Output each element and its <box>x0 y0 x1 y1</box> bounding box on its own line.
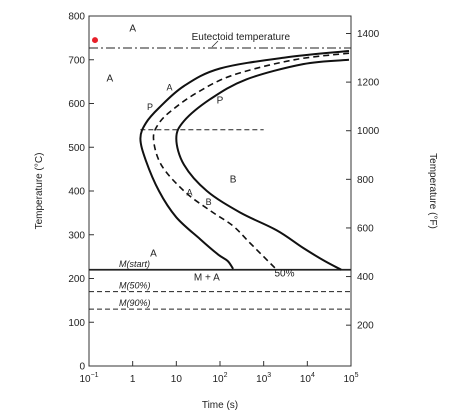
y-tick-label: 600 <box>68 99 85 110</box>
x-tick-exponent: 2 <box>224 372 228 379</box>
y-tick-label: 100 <box>68 318 85 329</box>
y-axis: 0 100 200 300 400 500 600 700 800 <box>68 12 94 373</box>
x-tick-base: 10 <box>79 374 91 385</box>
x-axis: 10−1 1 10 102 103 104 105 <box>79 361 359 385</box>
y-tick-label: 700 <box>68 55 85 66</box>
y-axis-title-right: Temperature (°F) <box>427 153 438 229</box>
annotation-label: M + A <box>194 273 220 284</box>
x-axis-title: Time (s) <box>202 400 238 411</box>
x-tick-label: 103 <box>256 372 271 385</box>
curve-50pct <box>152 52 350 271</box>
horizontal-lines: M(start) M(50%) M(90%) <box>89 47 351 310</box>
horizontal-line-label: M(90%) <box>119 298 151 308</box>
x-tick-exponent: 5 <box>355 372 359 379</box>
horizontal-line-label: M(50%) <box>119 281 151 291</box>
annotations: Eutectoid temperature A A A P B M + A 50% A P A B <box>106 23 294 283</box>
x-tick-label: 104 <box>300 372 315 385</box>
curve-finish <box>175 58 350 271</box>
annotation-label: Eutectoid temperature <box>192 32 291 43</box>
x-tick-label: 1 <box>130 374 136 385</box>
annotation-label: B <box>230 174 237 185</box>
y2-axis: 200 400 600 800 1000 1200 1400 <box>346 29 380 332</box>
x-tick-label: 10−1 <box>79 372 98 385</box>
x-tick-base: 10 <box>256 374 268 385</box>
horizontal-line-label: M(start) <box>119 259 150 269</box>
y2-tick-label: 1000 <box>357 126 380 137</box>
x-tick-label: 105 <box>343 372 358 385</box>
eutectoid-leader <box>211 40 219 48</box>
x-tick-label: 102 <box>212 372 227 385</box>
annotation-label: A <box>186 187 192 197</box>
x-tick-exponent: −1 <box>91 372 99 379</box>
y2-tick-label: 800 <box>357 175 374 186</box>
x-tick-label: 10 <box>171 374 183 385</box>
annotation-label: 50% <box>274 268 294 279</box>
y2-tick-label: 1200 <box>357 78 380 89</box>
y-tick-label: 300 <box>68 230 85 241</box>
x-tick-exponent: 4 <box>311 372 315 379</box>
annotation-label: A <box>129 23 136 34</box>
red-marker <box>92 37 98 44</box>
y-tick-label: 400 <box>68 187 85 198</box>
annotation-label: A <box>167 82 173 92</box>
y2-tick-label: 200 <box>357 321 374 332</box>
y-tick-label: 0 <box>79 362 85 373</box>
y-axis-title-left: Temperature (°C) <box>34 153 45 230</box>
annotation-label: A <box>106 74 113 85</box>
y-tick-label: 800 <box>68 12 85 23</box>
y2-tick-label: 400 <box>357 272 374 283</box>
annotation-label: B <box>206 197 212 207</box>
annotation-label: P <box>147 102 153 112</box>
y2-tick-label: 1400 <box>357 29 380 40</box>
annotation-label: A <box>150 249 157 260</box>
transformation-curves <box>139 50 350 271</box>
curve-start <box>139 50 350 270</box>
y-tick-label: 200 <box>68 274 85 285</box>
x-tick-base: 10 <box>300 374 312 385</box>
annotation-label: P <box>217 96 224 107</box>
x-tick-base: 10 <box>343 374 355 385</box>
x-tick-exponent: 3 <box>267 372 271 379</box>
x-tick-base: 10 <box>212 374 224 385</box>
y-tick-label: 500 <box>68 143 85 154</box>
y2-tick-label: 600 <box>357 223 374 234</box>
